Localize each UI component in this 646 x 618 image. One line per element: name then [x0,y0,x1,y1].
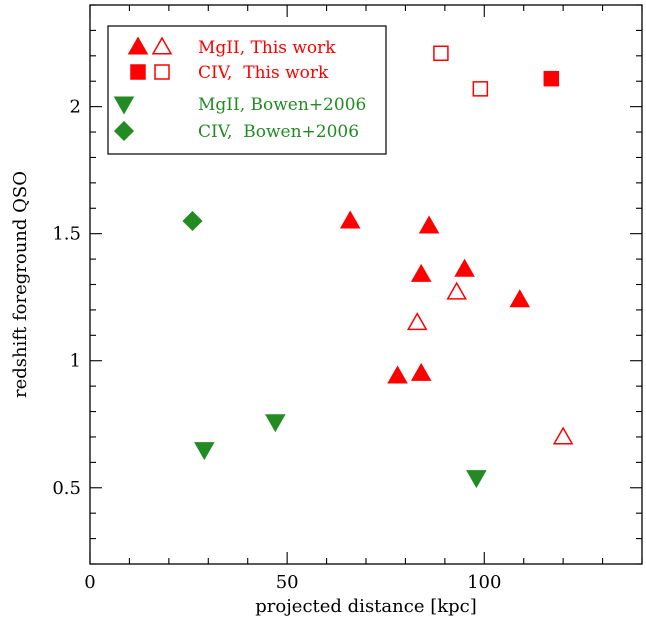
point-triangle-down-filled [194,442,215,461]
point-triangle-up-filled [509,289,531,308]
data-points [182,45,574,489]
y-tick-label: 2 [70,97,81,118]
y-tick-label: 1 [70,351,81,372]
point-triangle-up-open [552,426,574,445]
point-triangle-up-open [406,312,428,331]
legend-label: CIV, Bowen+2006 [198,122,359,142]
point-square-filled [543,70,560,87]
point-triangle-up-filled [410,362,432,381]
point-triangle-down-filled [466,470,487,489]
point-triangle-down-filled [265,414,286,433]
legend-label: CIV, This work [198,63,329,83]
legend: MgII, This work CIV, This work MgII, Bowen… [107,25,387,155]
point-diamond-filled [182,210,203,232]
x-axis-title: projected distance [kpc] [255,596,477,617]
axes: 0 50 100 0.5 1 1.5 2 [52,4,643,593]
point-square-open [433,45,449,62]
legend-marker-open [154,64,170,80]
y-tick-label: 1.5 [52,224,81,245]
point-triangle-up-open [446,281,467,300]
legend-marker-filled [130,64,146,80]
x-tick-label: 50 [276,572,299,593]
legend-label: MgII, Bowen+2006 [198,95,366,115]
x-tick-label: 100 [467,572,501,593]
legend-label: MgII, This work [198,38,336,58]
y-axis-title: redshift foreground QSO [10,171,31,398]
legend-marker-open [151,36,173,55]
point-triangle-up-filled [387,365,408,384]
point-triangle-up-filled [410,263,432,282]
y-tick-label: 0.5 [52,478,81,499]
point-triangle-up-filled [454,258,475,277]
legend-marker-filled [113,120,135,142]
point-triangle-up-filled [339,210,361,229]
point-square-open [472,81,489,97]
legend-marker-filled [127,36,149,55]
legend-marker-filled [113,96,135,115]
legend-box [107,25,387,155]
point-triangle-up-filled [418,215,440,234]
x-tick-label: 0 [84,572,95,593]
